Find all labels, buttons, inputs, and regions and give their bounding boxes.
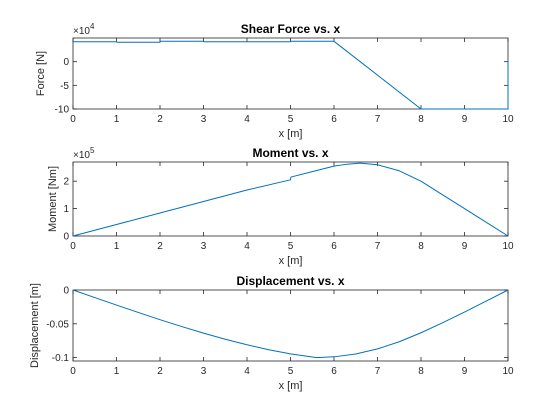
x-axis-label: x [m] — [279, 380, 303, 392]
y-multiplier-exponent: 5 — [90, 146, 95, 155]
y-multiplier-label: ×105 — [73, 146, 95, 161]
x-tick-label: 8 — [418, 114, 424, 125]
chart-panel-1: 0 1 2 3 4 5 6 7 8 9 10 -10 -5 0 Shear Force vs. x x [m]… — [35, 22, 514, 140]
series-line-1 — [72, 162, 509, 237]
chart-panel-3: 0 1 2 3 4 5 6 7 8 9 10 -0.1 -0.05 0 Displacement vs. x… — [29, 274, 514, 392]
x-tick-label: 4 — [244, 241, 250, 252]
y-tick-label: 2 — [63, 177, 69, 188]
plot-area — [72, 289, 509, 362]
x-tick-label: 10 — [502, 114, 514, 125]
series-line-1 — [73, 40, 509, 110]
x-tick-label: 9 — [462, 114, 468, 125]
y-tick-label: -0.05 — [46, 319, 69, 330]
x-tick-label: 0 — [70, 114, 76, 125]
y-multiplier-base: ×10 — [73, 150, 90, 161]
x-tick-label: 10 — [502, 241, 514, 252]
x-axis-label: x [m] — [279, 255, 303, 267]
y-multiplier-base: ×10 — [73, 26, 90, 37]
x-tick-label: 8 — [418, 241, 424, 252]
x-tick-label: 7 — [375, 114, 381, 125]
x-tick-label: 5 — [288, 366, 294, 377]
plot-area — [72, 37, 509, 110]
x-tick-label: 1 — [114, 241, 120, 252]
y-tick-label: -0.1 — [52, 353, 70, 364]
chart-panel-2: 0 1 2 3 4 5 6 7 8 9 10 0 1 2 Moment vs. x x [m] Moment [… — [47, 146, 514, 267]
y-multiplier-exponent: 4 — [90, 22, 95, 31]
y-axis-label: Displacement [m] — [29, 283, 41, 368]
x-tick-label: 2 — [157, 241, 163, 252]
x-tick-label: 3 — [201, 366, 207, 377]
x-tick-label: 6 — [331, 241, 337, 252]
chart-title: Displacement vs. x — [236, 274, 344, 288]
x-tick-label: 9 — [462, 241, 468, 252]
y-multiplier-label: ×104 — [73, 22, 95, 37]
y-tick-label: -5 — [60, 81, 69, 92]
y-axis-label: Moment [Nm] — [47, 166, 59, 232]
x-tick-label: 5 — [288, 241, 294, 252]
y-tick-label: 0 — [63, 232, 69, 243]
x-tick-label: 7 — [375, 241, 381, 252]
x-tick-label: 5 — [288, 114, 294, 125]
y-tick-label: 0 — [63, 286, 69, 297]
y-axis-label: Force [N] — [35, 51, 47, 96]
x-tick-label: 4 — [244, 114, 250, 125]
x-tick-label: 2 — [157, 366, 163, 377]
chart-title: Shear Force vs. x — [241, 22, 341, 36]
x-tick-label: 1 — [114, 366, 120, 377]
plot-area — [72, 161, 509, 237]
x-tick-label: 3 — [201, 114, 207, 125]
x-tick-label: 6 — [331, 366, 337, 377]
x-tick-label: 4 — [244, 366, 250, 377]
x-tick-label: 9 — [462, 366, 468, 377]
x-tick-label: 7 — [375, 366, 381, 377]
x-tick-label: 0 — [70, 366, 76, 377]
x-tick-label: 6 — [331, 114, 337, 125]
x-tick-label: 10 — [502, 366, 514, 377]
chart-title: Moment vs. x — [252, 146, 328, 160]
x-tick-label: 3 — [201, 241, 207, 252]
y-tick-label: 0 — [63, 57, 69, 68]
x-axis-label: x [m] — [279, 128, 303, 140]
y-tick-label: 1 — [63, 204, 69, 215]
x-tick-label: 8 — [418, 366, 424, 377]
x-tick-label: 1 — [114, 114, 120, 125]
x-tick-label: 2 — [157, 114, 163, 125]
series-line-1 — [72, 289, 509, 359]
y-tick-label: -10 — [55, 105, 70, 116]
x-tick-label: 0 — [70, 241, 76, 252]
